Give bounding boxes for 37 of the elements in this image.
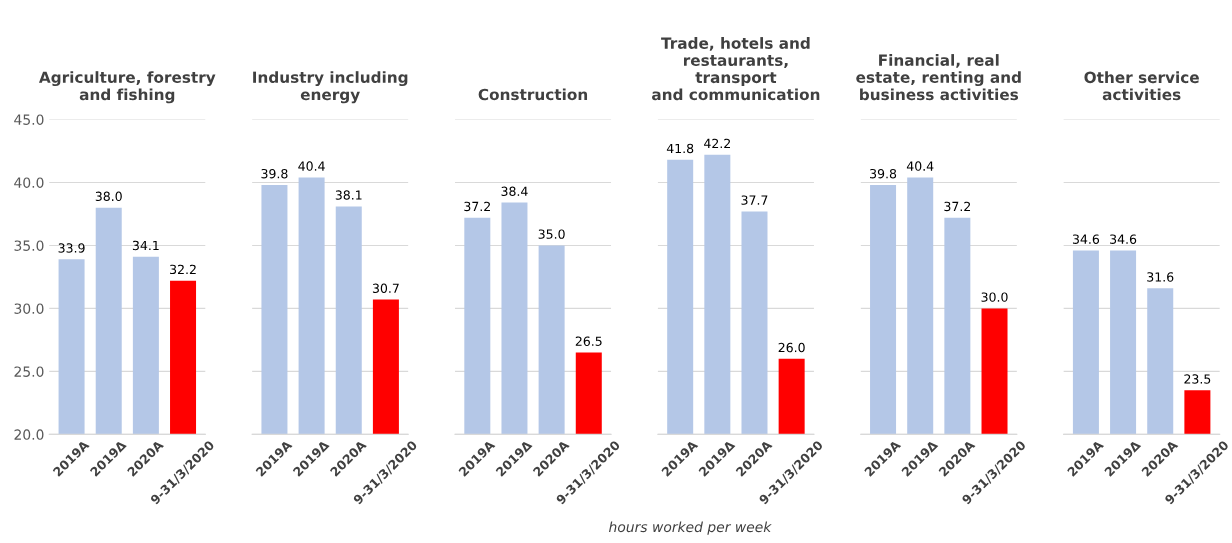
y-tick-label: 40.0 (14, 177, 44, 188)
y-tick-label: 35.0 (14, 240, 44, 251)
data-label: 39.8 (870, 168, 897, 179)
y-tick-label: 25.0 (14, 366, 44, 377)
data-label: 30.7 (372, 283, 399, 294)
data-label: 23.5 (1184, 374, 1211, 384)
y-tick-label: 20.0 (14, 429, 44, 440)
y-tick-label: 30.0 (14, 303, 44, 314)
data-label: 38.4 (501, 186, 528, 197)
chart-title: Agriculture, forestry and fishing (38, 71, 216, 104)
data-label: 26.5 (575, 336, 602, 346)
chart-title: Financial, real estate, renting and business activities (856, 54, 1021, 101)
data-label: 33.9 (58, 243, 85, 253)
chart-title: Trade, hotels and restaurants, transport and communication (652, 37, 820, 101)
data-label: 40.4 (298, 161, 325, 171)
text: hours worked per week (608, 521, 772, 535)
data-label: 37.7 (741, 195, 768, 205)
chart-title: Construction (478, 88, 588, 101)
data-label: 38.0 (95, 191, 122, 202)
data-label: 37.2 (944, 201, 971, 212)
data-label: 26.0 (778, 342, 805, 353)
data-label: 34.6 (1110, 234, 1137, 244)
data-label: 31.6 (1147, 272, 1174, 282)
data-label: 38.1 (335, 190, 362, 200)
data-label: 42.2 (704, 138, 730, 148)
chart-title: Industry including energy (253, 71, 408, 104)
data-label: 35.0 (538, 229, 565, 239)
y-tick-label: 45.0 (14, 114, 44, 125)
data-label: 37.2 (464, 201, 490, 212)
data-label: 30.0 (981, 292, 1008, 302)
data-label: 40.4 (906, 161, 934, 171)
data-label: 41.8 (666, 143, 694, 154)
data-label: 34.6 (1072, 234, 1100, 244)
data-label: 39.8 (261, 168, 288, 179)
data-label: 34.1 (132, 240, 159, 251)
data-label: 32.2 (170, 264, 196, 275)
chart-title: Other service activities (1084, 71, 1199, 101)
